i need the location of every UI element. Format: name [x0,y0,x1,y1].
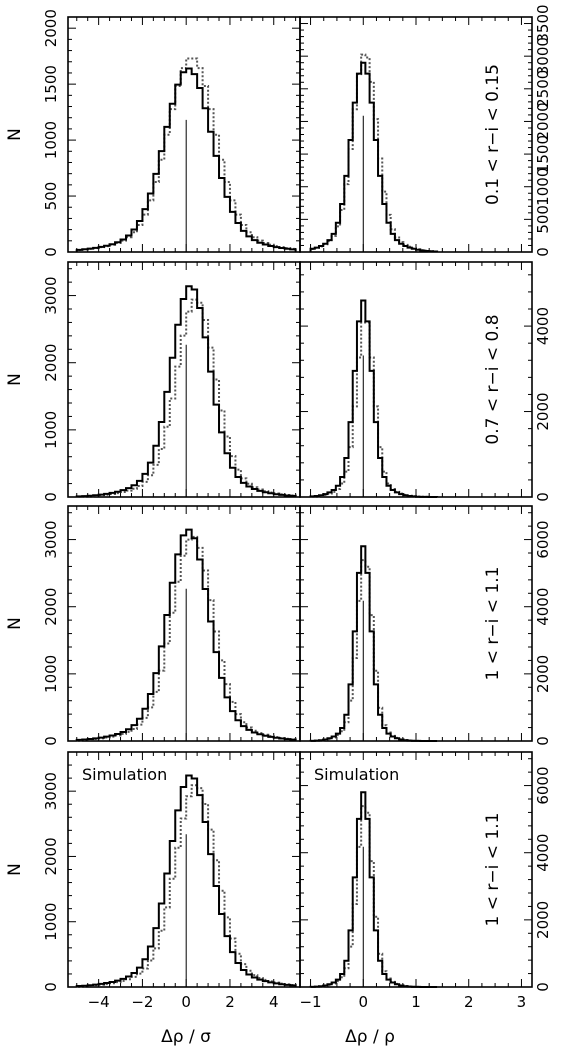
x-axis-label-left: Δρ / σ [161,1027,211,1047]
row-3-left-ytick-label: 2000 [42,588,60,626]
row-4-left-ytick-label: 2000 [42,837,60,875]
row-4-left-histogram-solid [75,774,297,988]
right-xtick-label: 0 [358,993,368,1011]
y-axis-label: N [5,128,25,141]
row-1-left-ytick-label: 0 [42,247,60,257]
row-3-right-ytick-label: 4000 [534,588,552,626]
row-1-right-histogram-solid [309,61,439,253]
y-axis-label: N [5,617,25,630]
left-xtick-label: 4 [269,993,279,1011]
x-axis-label-right: Δρ / ρ [345,1027,395,1047]
row-3-right-ytick-label: 0 [534,736,552,746]
row-1-right-ytick-label: 2000 [534,102,552,140]
row-3-right-histogram-solid [309,545,438,742]
row-2-right-panel: 0 2000 4000 [299,261,552,502]
row-1-left-ytick-label: 1000 [42,121,60,159]
row-4-left-annotation: Simulation [82,765,167,784]
left-xtick-label: 0 [181,993,191,1011]
left-xtick-label: 2 [225,993,235,1011]
row-4: 0 1000 2000 3000 Simulation 0 2000 4000 6000 Simu… [5,751,552,1011]
row-4-left-panel: 0 1000 2000 3000 Simulation [42,751,301,992]
row-2-right-ytick-label: 4000 [534,307,552,345]
panels: 0500100015002000050010001500200025003000… [5,4,552,1011]
row-2-right-ytick-label: 0 [534,492,552,502]
row-2-left-histogram-solid [75,285,297,498]
row-1-left-panel: 0 500 1000 1500 2000 [42,9,301,257]
row-1-left-ytick-label: 2000 [42,9,60,47]
left-xtick-label: −4 [88,993,110,1011]
right-xtick-label: 3 [517,993,527,1011]
row-3-right-panel: 0 2000 4000 6000 [299,505,552,746]
row-2: 0 1000 2000 3000 0 2000 4000 N 0.7 < r−i < 0.8 [5,261,552,502]
left-xtick-label: −2 [131,993,153,1011]
row-2-right-histogram-solid [309,299,439,498]
right-xtick-label: −1 [299,993,321,1011]
row-1-left-ytick-label: 1500 [42,65,60,103]
row-1: 0500100015002000050010001500200025003000… [5,4,552,256]
right-xtick-label: 1 [411,993,421,1011]
row-4-right-ytick-label: 2000 [534,901,552,939]
row-1-right-ytick-label: 500 [534,205,552,234]
row-1-right-ytick-label: 3000 [534,37,552,75]
y-axis-label: N [5,863,25,876]
row-label: 0.7 < r−i < 0.8 [483,314,503,444]
row-1-left-frame [67,16,301,253]
row-label: 1 < r−i < 1.1 [483,813,503,927]
row-3-left-histogram-solid [75,528,297,741]
y-axis-label: N [5,373,25,386]
row-2-right-ytick-label: 2000 [534,392,552,430]
row-3: 0 1000 2000 3000 0 2000 4000 6000 N 1 < r−i < 1.1 [5,505,552,746]
row-4-right-histogram-solid [309,791,438,988]
row-2-left-ytick-label: 1000 [42,411,60,449]
row-4-right-ytick-label: 4000 [534,834,552,872]
row-1-right-ytick-label: 1000 [534,168,552,206]
row-3-right-ytick-label: 6000 [534,520,552,558]
row-1-right-histogram-dotted [309,53,439,253]
row-3-left-frame [67,505,301,742]
row-3-left-ytick-label: 0 [42,736,60,746]
row-3-left-ytick-label: 1000 [42,655,60,693]
row-3-right-ytick-label: 2000 [534,655,552,693]
row-4-right-panel: 0 2000 4000 6000 Simulation [299,751,552,992]
row-1-right-ytick-label: 0 [534,247,552,257]
row-4-left-ytick-label: 0 [42,982,60,992]
row-4-left-ytick-label: 3000 [42,772,60,810]
row-label: 0.1 < r−i < 0.15 [483,64,503,205]
row-3-left-ytick-label: 3000 [42,520,60,558]
row-1-left-histogram-solid [75,67,297,252]
row-1-right-ytick-label: 3500 [534,4,552,42]
row-1-right-ytick-label: 2500 [534,70,552,108]
row-1-right-ytick-label: 1500 [534,135,552,173]
row-4-left-ytick-label: 1000 [42,903,60,941]
row-label: 1 < r−i < 1.1 [483,567,503,681]
row-1-left-ytick-label: 500 [42,182,60,211]
row-2-left-ytick-label: 3000 [42,276,60,314]
row-4-right-ytick-label: 0 [534,982,552,992]
row-2-left-ytick-label: 0 [42,492,60,502]
row-2-left-ytick-label: 2000 [42,344,60,382]
row-4-right-annotation: Simulation [314,765,399,784]
row-3-left-panel: 0 1000 2000 3000 [42,505,301,746]
row-2-left-panel: 0 1000 2000 3000 [42,261,301,502]
row-4-right-ytick-label: 6000 [534,766,552,804]
row-2-left-frame [67,261,301,498]
right-xtick-label: 2 [464,993,474,1011]
row-4-left-histogram-dotted [75,784,297,988]
